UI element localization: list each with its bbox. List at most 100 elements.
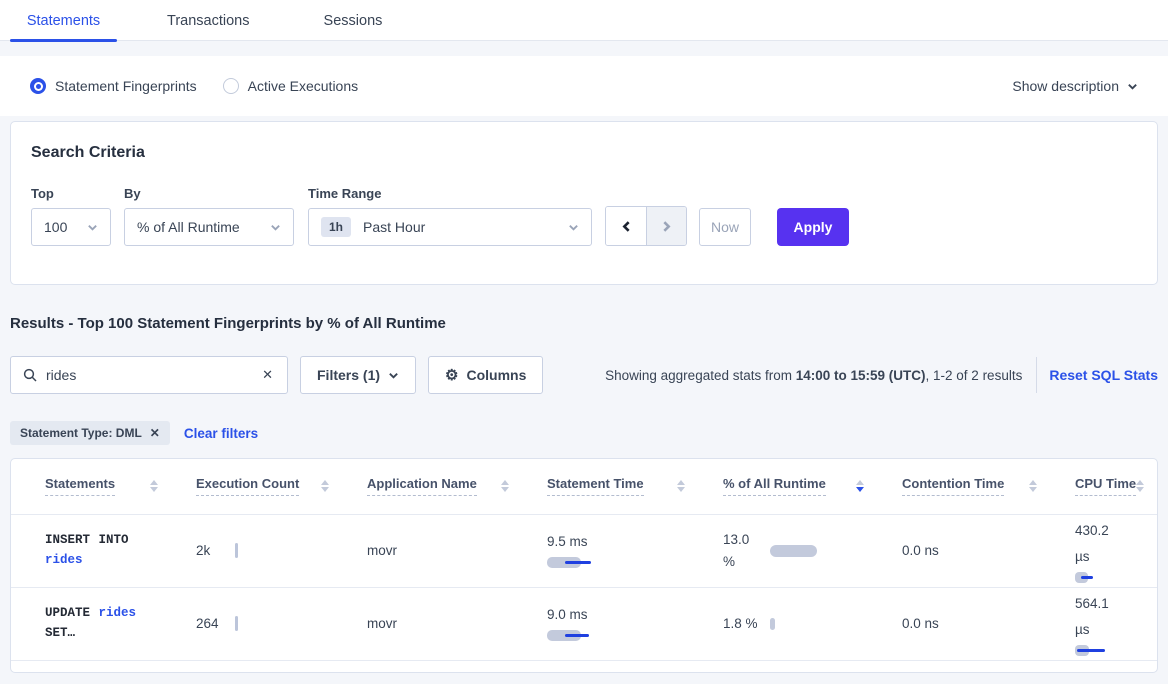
gear-icon: ⚙ <box>445 366 459 384</box>
column-header-application-name[interactable]: Application Name <box>357 459 537 514</box>
cpu-time-value: 564.1 µs <box>1075 596 1109 637</box>
by-select-value: % of All Runtime <box>137 219 240 235</box>
chevron-down-icon <box>1128 83 1137 90</box>
search-criteria-panel: Search Criteria Top 100 By % of All Runt… <box>10 121 1158 285</box>
filter-chip-label: Statement Type: DML <box>20 426 142 440</box>
top-label: Top <box>31 186 54 201</box>
page-tabs: Statements Transactions Sessions <box>0 0 1168 42</box>
top-field: Top 100 <box>31 186 111 246</box>
statement-time-bar <box>547 557 607 569</box>
search-input[interactable] <box>46 367 261 383</box>
column-header-cpu-time[interactable]: CPU Time <box>1065 459 1157 514</box>
sort-icon[interactable] <box>1029 480 1037 493</box>
application-name-value: movr <box>367 543 397 558</box>
sort-icon[interactable] <box>677 480 685 493</box>
chevron-right-icon <box>663 220 671 232</box>
column-header-statements[interactable]: Statements <box>11 459 186 514</box>
sort-icon[interactable] <box>321 480 329 493</box>
sort-icon-active[interactable] <box>856 480 864 493</box>
radio-statement-fingerprints-label: Statement Fingerprints <box>55 78 197 94</box>
clear-filters-link[interactable]: Clear filters <box>183 425 259 441</box>
cpu-time-bar <box>1075 644 1107 656</box>
filter-chip-statement-type[interactable]: Statement Type: DML ✕ <box>10 421 170 445</box>
time-range-value: Past Hour <box>363 219 426 235</box>
active-filters-row: Statement Type: DML ✕ Clear filters <box>10 421 1158 445</box>
search-criteria-title: Search Criteria <box>31 144 145 161</box>
filters-button[interactable]: Filters (1) <box>300 356 417 394</box>
statement-time-bar <box>547 630 607 642</box>
previous-time-button[interactable] <box>606 207 646 245</box>
statements-table-card: Statements Execution Count Application N… <box>10 458 1158 673</box>
remove-filter-icon[interactable]: ✕ <box>149 426 160 440</box>
time-range-field: Time Range 1h Past Hour <box>294 186 592 246</box>
sort-icon[interactable] <box>501 480 509 493</box>
contention-time-value: 0.0 ns <box>902 543 939 558</box>
tab-sessions[interactable]: Sessions <box>323 13 383 29</box>
column-header-execution-count[interactable]: Execution Count <box>186 459 357 514</box>
statement-link[interactable]: rides <box>45 552 83 567</box>
chevron-down-icon <box>88 224 97 231</box>
column-header-statement-time[interactable]: Statement Time <box>537 459 713 514</box>
sort-icon[interactable] <box>1136 480 1145 493</box>
statement-time-value: 9.5 ms <box>547 533 588 549</box>
time-range-badge: 1h <box>321 217 352 237</box>
pct-runtime-value: 13.0 % <box>723 531 750 569</box>
by-select[interactable]: % of All Runtime <box>124 208 294 246</box>
search-box[interactable]: ✕ <box>10 356 288 394</box>
column-header-pct-of-all-runtime[interactable]: % of All Runtime <box>713 459 892 514</box>
radio-statement-fingerprints[interactable]: Statement Fingerprints <box>30 78 197 94</box>
execution-count-bar <box>235 616 238 631</box>
statements-table: Statements Execution Count Application N… <box>11 459 1157 661</box>
radio-unselected-icon <box>222 78 239 94</box>
aggregated-stats-text: Showing aggregated stats from 14:00 to 1… <box>605 367 1023 383</box>
top-select-value: 100 <box>44 219 68 235</box>
statement-fingerprint: UPDATE rides SET… <box>45 606 137 640</box>
by-label: By <box>124 186 141 201</box>
execution-count-bar <box>235 543 238 558</box>
view-toggle-bar: Statement Fingerprints Active Executions… <box>0 56 1168 116</box>
next-time-button[interactable] <box>646 207 686 245</box>
statement-fingerprint: INSERT INTO rides <box>45 533 129 567</box>
results-controls: ✕ Filters (1) ⚙ Columns Showing aggregat… <box>10 356 1158 394</box>
pct-runtime-bar <box>770 617 775 630</box>
column-header-contention-time[interactable]: Contention Time <box>892 459 1065 514</box>
show-description-toggle[interactable]: Show description <box>1012 78 1138 94</box>
contention-time-value: 0.0 ns <box>902 616 939 631</box>
statement-link[interactable]: rides <box>98 606 137 621</box>
radio-active-executions-label: Active Executions <box>247 78 359 94</box>
table-bottom-spacer <box>11 659 1157 661</box>
top-select[interactable]: 100 <box>31 208 111 246</box>
time-step-buttons <box>605 206 687 246</box>
radio-selected-icon <box>30 78 46 94</box>
table-row: UPDATE rides SET… 264 movr 9.0 ms <box>11 586 1157 660</box>
apply-button[interactable]: Apply <box>777 208 849 246</box>
tab-transactions[interactable]: Transactions <box>167 13 250 29</box>
execution-count-value: 2k <box>196 543 211 558</box>
statement-time-value: 9.0 ms <box>547 606 588 622</box>
columns-button-label: Columns <box>466 367 527 383</box>
chevron-down-icon <box>271 224 280 231</box>
time-range-label: Time Range <box>308 186 382 201</box>
by-field: By % of All Runtime <box>111 186 294 246</box>
sort-icon[interactable] <box>150 480 158 493</box>
search-icon <box>23 368 37 382</box>
execution-count-value: 264 <box>196 616 219 631</box>
tab-statements[interactable]: Statements <box>10 3 117 42</box>
cpu-time-bar <box>1075 571 1105 583</box>
cpu-time-value: 430.2 µs <box>1075 523 1109 564</box>
time-range-select[interactable]: 1h Past Hour <box>308 208 592 246</box>
application-name-value: movr <box>367 616 397 631</box>
clear-search-icon[interactable]: ✕ <box>262 367 273 382</box>
now-button[interactable]: Now <box>699 208 751 246</box>
results-heading: Results - Top 100 Statement Fingerprints… <box>10 315 446 332</box>
stats-time-range: 14:00 to 15:59 (UTC) <box>795 367 926 383</box>
radio-active-executions[interactable]: Active Executions <box>222 78 359 94</box>
table-header-row: Statements Execution Count Application N… <box>11 459 1157 514</box>
chevron-down-icon <box>389 372 398 379</box>
chevron-left-icon <box>621 220 630 232</box>
table-row: INSERT INTO rides 2k movr 9.5 ms <box>11 513 1157 587</box>
pct-runtime-value: 1.8 % <box>723 615 758 631</box>
columns-button[interactable]: ⚙ Columns <box>428 356 544 394</box>
reset-sql-stats-link[interactable]: Reset SQL Stats <box>1049 367 1158 383</box>
chevron-down-icon <box>569 224 578 231</box>
